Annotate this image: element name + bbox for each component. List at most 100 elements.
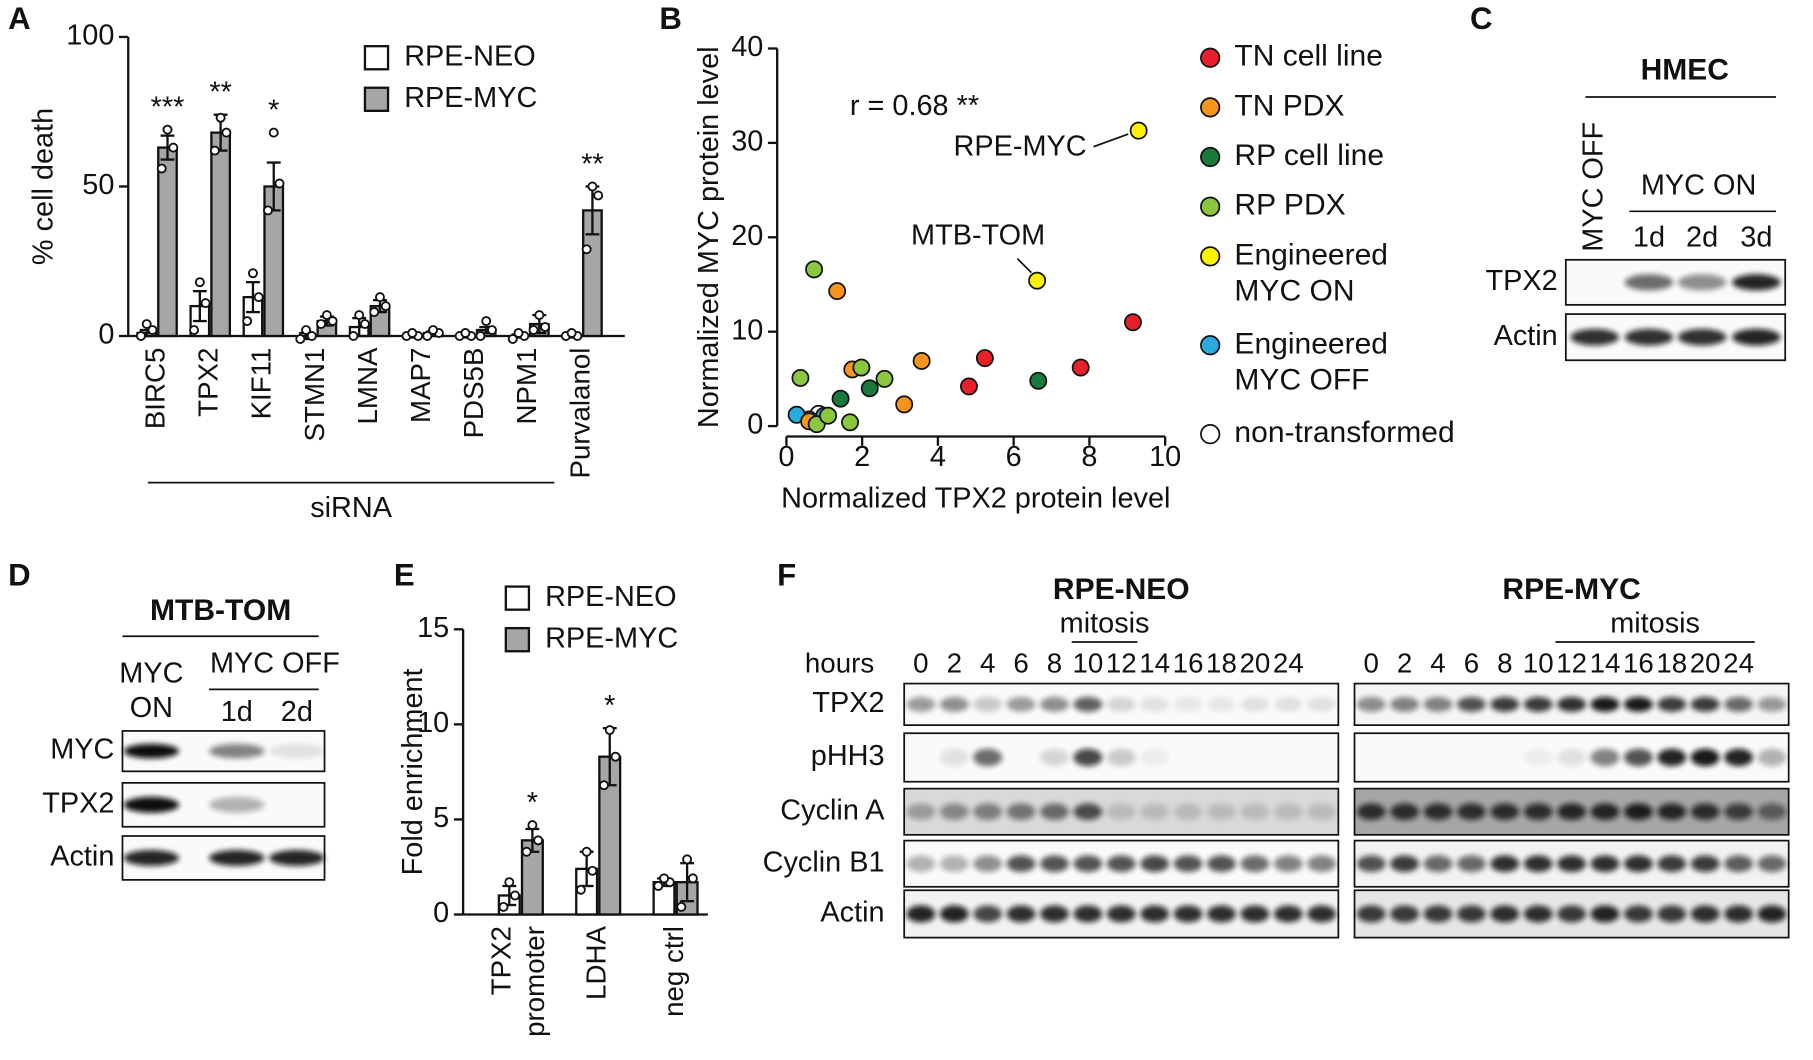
scatter-point [960, 377, 978, 396]
band [1423, 803, 1453, 821]
data-point [460, 328, 471, 338]
hour-label: 6 [1464, 647, 1479, 678]
band [1623, 803, 1653, 821]
band [1240, 803, 1270, 821]
data-point [268, 127, 279, 138]
legend-marker [1200, 246, 1221, 267]
hour-label: 4 [980, 647, 995, 678]
data-point [321, 310, 332, 321]
x-tick-label: PDS5B [458, 348, 489, 439]
y-axis-title: Normalized MYC protein level [693, 46, 725, 428]
panel-label: B [659, 1, 682, 36]
y-tick-label: 30 [731, 126, 763, 158]
scatter-point [860, 379, 879, 398]
band [1557, 803, 1587, 821]
band [1677, 274, 1727, 291]
lane-label: 1d [1633, 222, 1665, 254]
legend-swatch [504, 585, 531, 611]
band [1073, 696, 1103, 712]
hour-label: 24 [1273, 647, 1304, 678]
row-label: MYC [50, 734, 114, 766]
band [1106, 905, 1136, 923]
x-tick-label: MAP7 [405, 348, 436, 423]
legend-label: RP PDX [1234, 189, 1345, 222]
band [1657, 696, 1687, 712]
hour-label: 2 [947, 647, 962, 678]
data-point [513, 328, 524, 338]
band [1732, 328, 1781, 346]
band [939, 803, 969, 821]
legend-marker [1200, 424, 1221, 445]
band [1557, 855, 1587, 873]
band [1307, 855, 1337, 873]
band [1557, 696, 1587, 712]
band [1006, 855, 1036, 873]
data-point [528, 325, 539, 335]
band [1523, 803, 1553, 821]
data-point [422, 331, 433, 341]
data-point [348, 331, 359, 341]
x-tick-label: NPM1 [511, 348, 542, 425]
panel-label: A [8, 1, 31, 36]
band [1657, 905, 1687, 923]
band [1356, 803, 1386, 821]
data-point [189, 325, 200, 335]
band [1390, 905, 1420, 923]
band [1757, 905, 1787, 923]
band [1006, 905, 1036, 923]
data-point [306, 331, 317, 341]
significance: * [527, 787, 538, 819]
data-point [274, 178, 285, 189]
band [1106, 803, 1136, 821]
y-tick-label: 10 [731, 314, 763, 346]
hour-label: 18 [1656, 647, 1687, 678]
band [1456, 855, 1486, 873]
data-point [534, 310, 545, 321]
band [973, 905, 1003, 923]
y-tick-label: 50 [82, 169, 114, 201]
blot-title: HMEC [1641, 54, 1729, 87]
row-label: Cyclin A [780, 794, 885, 826]
hour-label: 2 [1397, 647, 1412, 678]
lane-label: MYC OFF [1577, 122, 1609, 252]
hour-label: 4 [1430, 647, 1445, 678]
scatter-point [912, 351, 931, 370]
x-tick-label: TPX2promoter [486, 926, 550, 1037]
x-tick-label: STMN1 [299, 348, 330, 442]
data-point [428, 325, 439, 335]
significance: * [604, 690, 615, 722]
hour-label: 14 [1590, 647, 1621, 678]
band [1490, 855, 1520, 873]
x-axis-title: Normalized TPX2 protein level [781, 483, 1170, 515]
band [906, 696, 936, 712]
data-point [369, 307, 380, 318]
callout-line [1016, 258, 1032, 274]
band [1523, 905, 1553, 923]
scatter-point [895, 395, 914, 414]
data-point [200, 298, 211, 309]
hour-label: 10 [1072, 647, 1103, 678]
band [1140, 696, 1170, 712]
band [1390, 855, 1420, 873]
hour-label: 14 [1139, 647, 1170, 678]
band [1557, 748, 1587, 767]
data-point [253, 292, 264, 303]
band [1590, 803, 1620, 821]
hour-label: 6 [1013, 647, 1028, 678]
data-point [527, 820, 538, 831]
band [1423, 905, 1453, 923]
legend-marker [1200, 97, 1221, 118]
band [1273, 855, 1303, 873]
band [1073, 855, 1103, 873]
band [1040, 855, 1069, 873]
band [1456, 696, 1486, 712]
row-label: Cyclin B1 [763, 846, 885, 878]
band [1273, 905, 1303, 923]
data-point [162, 124, 173, 135]
group-title: RPE-NEO [1053, 573, 1190, 606]
data-point [575, 884, 586, 895]
band [269, 743, 325, 759]
data-point [168, 142, 179, 153]
error-bar [160, 134, 175, 161]
band [1140, 905, 1170, 923]
